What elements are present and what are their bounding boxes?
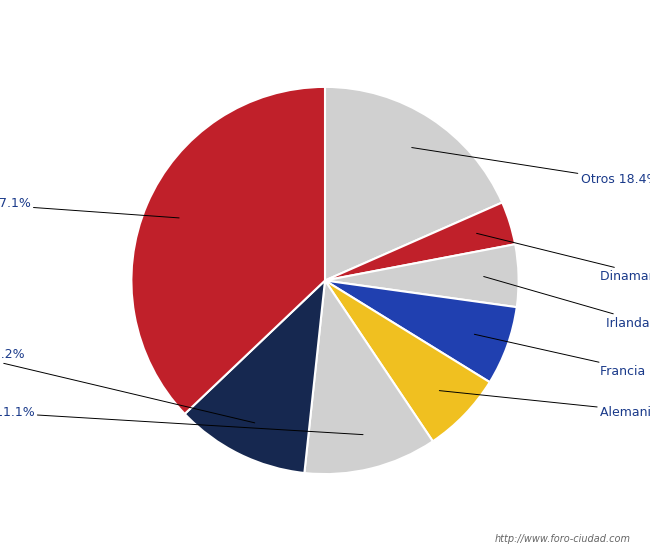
Text: Reino Unido 37.1%: Reino Unido 37.1% (0, 196, 179, 218)
Wedge shape (325, 244, 519, 307)
Wedge shape (325, 202, 515, 280)
Wedge shape (325, 87, 502, 280)
Text: Bélgica 11.1%: Bélgica 11.1% (0, 406, 363, 434)
Wedge shape (131, 87, 325, 414)
Text: http://www.foro-ciudad.com: http://www.foro-ciudad.com (495, 535, 630, 544)
Wedge shape (185, 280, 325, 473)
Text: Países Bajos 11.2%: Países Bajos 11.2% (0, 348, 255, 423)
Text: Alemania 6.8%: Alemania 6.8% (439, 390, 650, 419)
Wedge shape (325, 280, 517, 382)
Text: Irlanda 5.2%: Irlanda 5.2% (484, 277, 650, 329)
Text: Periana - Turistas extranjeros según país - Julio de 2024: Periana - Turistas extranjeros según paí… (75, 13, 575, 29)
Text: Francia 6.6%: Francia 6.6% (474, 334, 650, 378)
Text: Otros 18.4%: Otros 18.4% (411, 147, 650, 186)
Text: Dinamarca 3.6%: Dinamarca 3.6% (476, 233, 650, 283)
Wedge shape (304, 280, 433, 474)
Wedge shape (325, 280, 489, 441)
